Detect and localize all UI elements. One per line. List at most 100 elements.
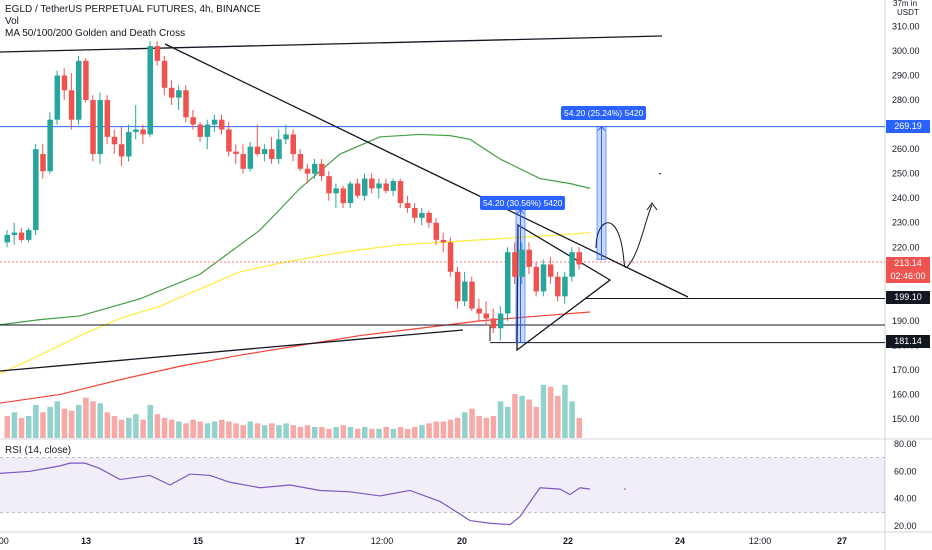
volume-bar [562, 384, 568, 438]
candle-body [297, 154, 304, 169]
volume-bar [433, 421, 439, 438]
volume-bar [404, 428, 411, 438]
candle-body [276, 139, 282, 159]
volume-bar [126, 417, 132, 438]
candle-body [547, 264, 554, 277]
rsi-band [0, 457, 885, 513]
time-tick-label: 12:00 [371, 536, 394, 546]
volume-bar [426, 423, 432, 438]
candle-body [11, 232, 18, 235]
volume-bar [97, 403, 103, 438]
candle-body [440, 239, 447, 243]
candle-body [211, 119, 218, 125]
volume-bar [454, 417, 461, 438]
time-tick-label: 27 [837, 536, 847, 546]
time-tick-label: 15 [193, 536, 203, 546]
volume-bar [362, 427, 368, 438]
price-tick-label: 300.00 [892, 46, 920, 56]
ascending-trendline [0, 329, 464, 372]
volume-bar [147, 405, 153, 438]
volume-bar [347, 427, 354, 438]
price-tick-label: 260.00 [892, 144, 920, 154]
volume-bar [197, 421, 204, 438]
volume-bar [519, 395, 525, 438]
candle-body [576, 252, 582, 265]
volume-legend: Vol [5, 16, 19, 27]
volume-bar [25, 416, 32, 438]
price-tick-label: 170.00 [892, 365, 920, 375]
volume-bar [555, 395, 561, 438]
candle-body [154, 46, 161, 61]
hand-drawn-projection [595, 202, 658, 268]
volume-bar [483, 417, 490, 438]
current-price-tag: 213.14 [886, 257, 930, 270]
volume-bar [304, 425, 311, 438]
candle-body [133, 129, 139, 132]
candle-body [40, 154, 46, 172]
rsi-tick-label: 20.00 [894, 521, 917, 531]
volume-bar [161, 417, 168, 438]
price-tick-label: 160.00 [892, 389, 920, 399]
volume-bar [397, 427, 404, 438]
volume-bar [247, 421, 254, 438]
candle-body [247, 146, 254, 169]
volume-bar [326, 428, 332, 438]
time-tick-label: 22 [563, 536, 573, 546]
volume-bar [569, 401, 575, 438]
level-269-tag: 269.19 [886, 120, 930, 133]
candle-body [512, 252, 518, 277]
candle-body [526, 249, 532, 267]
candle-body [90, 100, 96, 155]
candle-body [168, 87, 175, 98]
volume-bar [319, 427, 325, 438]
volume-bar [104, 412, 111, 438]
ma50-line [0, 133, 591, 326]
candle-body [569, 252, 575, 277]
measure-callout-left[interactable]: 54.20 (30.56%) 5420 [480, 196, 566, 210]
rsi-tick-label: 40.00 [894, 494, 917, 504]
volume-bar [33, 405, 39, 438]
candle-body [505, 252, 511, 314]
volume-bar [505, 406, 511, 438]
candle-body [261, 149, 268, 155]
candle-body [47, 119, 53, 172]
candle-body [33, 149, 39, 231]
volume-bar [283, 423, 289, 438]
volume-bar [254, 423, 261, 438]
descending-trendline [164, 43, 689, 298]
candle-body [347, 183, 354, 204]
time-tick-label: 20 [457, 536, 467, 546]
timezone-label: 37m in [893, 0, 918, 8]
volume-bar [40, 412, 46, 438]
volume-bar [168, 419, 175, 438]
candle-body [369, 178, 375, 189]
candle-body [376, 183, 382, 189]
volume-bar [354, 428, 361, 438]
candle-body [412, 208, 418, 218]
volume-bar [440, 421, 447, 438]
time-tick-label: 2:00 [0, 536, 9, 546]
candle-body [83, 60, 89, 101]
price-tick-label: 290.00 [892, 71, 920, 81]
volume-bar [111, 416, 118, 438]
candle-body [226, 129, 232, 152]
volume-bar [390, 428, 397, 438]
volume-bar [540, 384, 547, 438]
candle-body [25, 230, 32, 240]
candle-body [118, 144, 125, 157]
candle-body [54, 75, 61, 120]
candle-body [404, 203, 411, 209]
volume-bar [233, 423, 239, 438]
candle-body [283, 134, 289, 140]
time-tick-label: 12:00 [749, 536, 772, 546]
candle-body [562, 276, 568, 297]
volume-bar [447, 419, 454, 438]
measure-callout-right[interactable]: 54.20 (25.24%) 5420 [561, 106, 647, 120]
candle-body [383, 183, 389, 191]
candle-body [269, 149, 275, 159]
volume-bar [533, 406, 540, 438]
candle-body [483, 313, 490, 319]
volume-bar [240, 425, 246, 438]
volume-bar [497, 401, 504, 438]
